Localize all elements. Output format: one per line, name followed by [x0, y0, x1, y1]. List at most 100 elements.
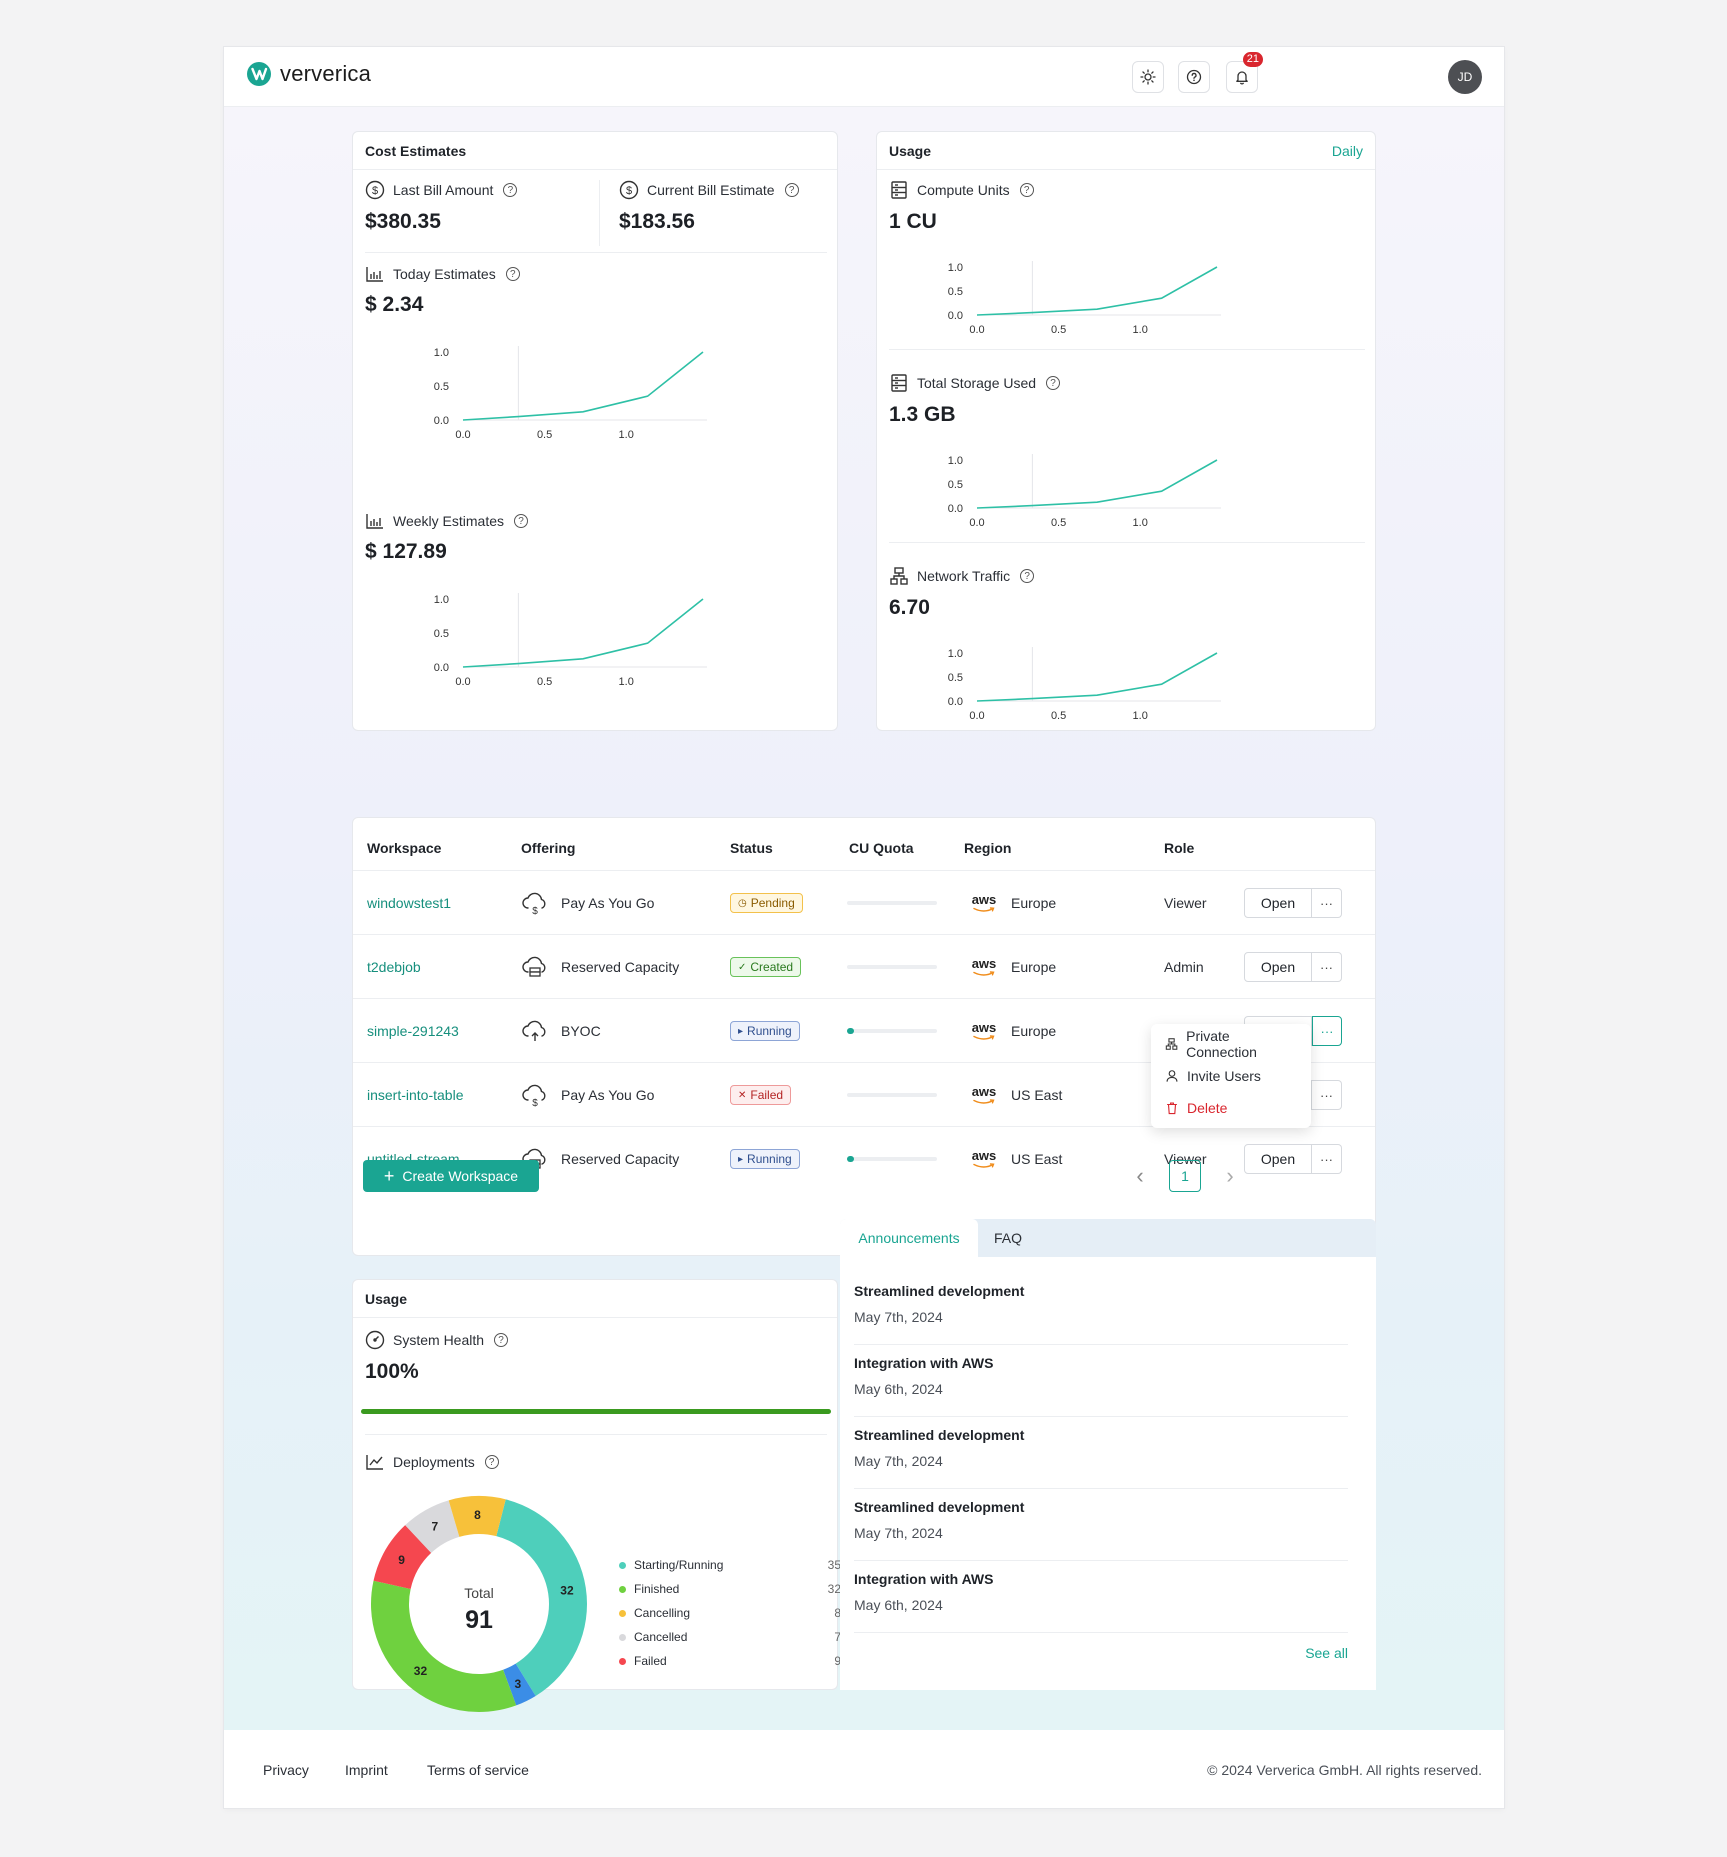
help-icon[interactable]: ? [484, 1455, 499, 1469]
cu-quota-cell [847, 1127, 937, 1191]
legend-item[interactable]: Cancelled 7 [619, 1630, 841, 1644]
more-actions-button[interactable]: ··· [1312, 1080, 1342, 1110]
announcement-item[interactable]: Streamlined development May 7th, 2024 [854, 1273, 1348, 1345]
help-icon[interactable]: ? [1046, 376, 1061, 390]
announcement-title[interactable]: Streamlined development [854, 1499, 1025, 1515]
divider [365, 252, 827, 253]
more-actions-button[interactable]: ··· [1312, 1016, 1342, 1046]
announcement-title[interactable]: Integration with AWS [854, 1355, 994, 1371]
more-actions-button[interactable]: ··· [1312, 952, 1342, 982]
help-icon[interactable]: ? [494, 1333, 509, 1347]
workspace-name[interactable]: t2debjob [367, 959, 421, 975]
donut-slice[interactable] [371, 1580, 517, 1712]
prev-page-button[interactable]: ‹ [1136, 1163, 1144, 1188]
legend-item[interactable]: Starting/Running 35 [619, 1558, 841, 1572]
system-health-metric: System Health ? 100% [365, 1330, 509, 1384]
see-all-link[interactable]: See all [1305, 1645, 1348, 1661]
workspace-name-link[interactable]: t2debjob [367, 935, 421, 999]
footer-link-imprint[interactable]: Imprint [345, 1762, 388, 1778]
announcement-title[interactable]: Integration with AWS [854, 1571, 994, 1587]
open-workspace-button[interactable]: Open [1244, 952, 1312, 982]
deployments-label: Deployments [393, 1454, 475, 1470]
user-icon [1166, 1070, 1178, 1082]
announcement-item[interactable]: Integration with AWS May 6th, 2024 [854, 1561, 1348, 1633]
workspace-name-link[interactable]: simple-291243 [367, 999, 459, 1063]
more-actions-button[interactable]: ··· [1312, 888, 1342, 918]
tab-announcements[interactable]: Announcements [840, 1219, 978, 1257]
help-icon[interactable]: ? [1020, 569, 1035, 583]
dollar-circle-icon: $ [619, 180, 639, 200]
region-label: Europe [1011, 1023, 1057, 1039]
offering-label: BYOC [561, 1023, 601, 1039]
region-cell: aws Europe [969, 871, 1056, 935]
compute-units-label: Compute Units [917, 182, 1010, 198]
tab-faq[interactable]: FAQ [993, 1230, 1022, 1246]
top-bar: ververica [224, 47, 1504, 107]
help-icon[interactable]: ? [514, 514, 528, 528]
today-estimates-label: Today Estimates [393, 266, 496, 282]
bell-icon [1236, 71, 1248, 85]
legend-item[interactable]: Finished 32 [619, 1582, 841, 1596]
announcement-item[interactable]: Streamlined development May 7th, 2024 [854, 1417, 1348, 1489]
donut-slice[interactable] [448, 1496, 506, 1537]
x-tick-label: 1.0 [1133, 324, 1148, 336]
column-header-workspace[interactable]: Workspace [367, 840, 442, 856]
menu-item-invite-users[interactable]: Invite Users [1151, 1060, 1311, 1092]
announcement-item[interactable]: Integration with AWS May 6th, 2024 [854, 1345, 1348, 1417]
more-actions-button[interactable]: ··· [1312, 1144, 1342, 1174]
column-header-offering[interactable]: Offering [521, 840, 576, 856]
workspace-name-link[interactable]: insert-into-table [367, 1063, 464, 1127]
legend-dot-icon [619, 1658, 626, 1666]
donut-slice[interactable] [496, 1499, 587, 1696]
system-usage-card: Usage System Health ? 100% Deployments ? [352, 1279, 841, 1712]
footer-link-terms[interactable]: Terms of service [427, 1762, 529, 1778]
announcement-title[interactable]: Streamlined development [854, 1283, 1025, 1299]
y-tick-label: 0.5 [434, 628, 449, 640]
gauge-icon [365, 1330, 385, 1350]
help-icon[interactable]: ? [784, 183, 799, 197]
workspace-name[interactable]: windowstest1 [367, 895, 452, 911]
usage-period-link[interactable]: Daily [1331, 142, 1363, 159]
theme-toggle-button[interactable] [1132, 61, 1164, 93]
donut-slice[interactable] [373, 1525, 432, 1589]
divider [889, 349, 1365, 350]
x-tick-label: 1.0 [619, 429, 634, 441]
announcement-item[interactable]: Streamlined development May 7th, 2024 [854, 1489, 1348, 1561]
y-tick-label: 1.0 [434, 347, 449, 359]
menu-item-delete[interactable]: Delete [1151, 1092, 1311, 1124]
announcement-title[interactable]: Streamlined development [854, 1427, 1025, 1443]
menu-item-private-connection[interactable]: Private Connection [1151, 1028, 1311, 1060]
workspace-name-link[interactable]: windowstest1 [367, 871, 451, 935]
donut-slice[interactable] [405, 1500, 460, 1553]
offering-cell: $ Pay As You Go [521, 1063, 654, 1127]
region-cell: aws Europe [969, 999, 1056, 1063]
brand-logo[interactable]: ververica [246, 61, 371, 87]
next-page-button[interactable]: › [1226, 1163, 1234, 1188]
help-icon[interactable]: ? [1019, 183, 1034, 197]
column-header-cu-quota[interactable]: CU Quota [849, 840, 914, 856]
create-workspace-button[interactable]: + Create Workspace [363, 1160, 539, 1192]
help-button[interactable] [1178, 61, 1210, 93]
user-avatar[interactable]: JD [1448, 60, 1482, 94]
notifications-button[interactable]: 21 [1226, 52, 1263, 93]
help-icon[interactable]: ? [503, 183, 518, 197]
open-workspace-button[interactable]: Open [1244, 1144, 1312, 1174]
column-header-region[interactable]: Region [964, 840, 1012, 856]
footer-link-privacy[interactable]: Privacy [263, 1762, 309, 1778]
legend-item[interactable]: Cancelling 8 [619, 1606, 841, 1620]
legend-item[interactable]: Failed 9 [619, 1654, 841, 1668]
bar-chart-icon [366, 267, 383, 282]
column-header-status[interactable]: Status [730, 840, 773, 856]
menu-item-label: Private Connection [1186, 1028, 1257, 1060]
y-tick-label: 0.0 [434, 662, 449, 674]
aws-logo-icon: aws [969, 1149, 999, 1169]
page-number-button[interactable]: 1 [1169, 1160, 1201, 1192]
workspace-name[interactable]: insert-into-table [367, 1087, 464, 1103]
donut-slice[interactable] [503, 1663, 536, 1706]
column-header-role[interactable]: Role [1164, 840, 1195, 856]
help-icon[interactable]: ? [505, 267, 520, 281]
donut-slice-label: 8 [474, 1508, 481, 1522]
open-workspace-button[interactable]: Open [1244, 888, 1312, 918]
legend-dot-icon [619, 1586, 626, 1594]
workspace-name[interactable]: simple-291243 [367, 1023, 459, 1039]
